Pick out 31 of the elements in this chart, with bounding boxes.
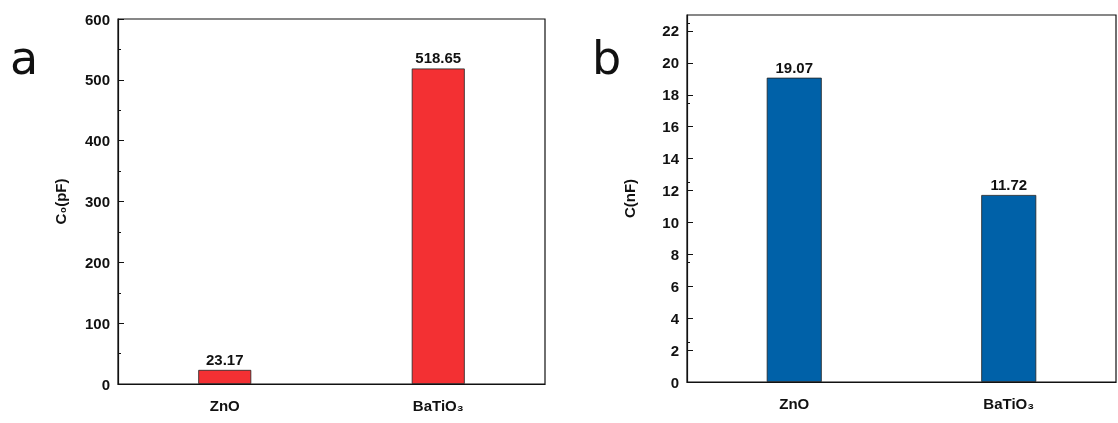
data-label: 23.17 — [205, 350, 244, 368]
y-tick-label: 2 — [670, 341, 679, 359]
y-tick-label: 22 — [662, 22, 679, 40]
y-tick-label: 0 — [670, 373, 679, 391]
y-tick-label: 4 — [670, 309, 680, 327]
data-label: 11.72 — [990, 175, 1028, 193]
y-tick-label: 400 — [84, 132, 110, 150]
y-tick-label: 16 — [662, 118, 679, 136]
y-tick-label: 20 — [662, 54, 679, 72]
y-tick-label: 10 — [662, 213, 679, 231]
y-axis-title: C(nF) — [621, 178, 638, 219]
x-tick-label: BaTiO₃ — [983, 395, 1035, 412]
y-tick-label: 18 — [662, 86, 679, 104]
x-tick-label: ZnO — [779, 395, 810, 412]
y-tick-label: 300 — [84, 193, 110, 210]
y-tick-label: 12 — [662, 182, 679, 200]
y-tick-label: 600 — [84, 10, 110, 28]
text: b — [592, 31, 622, 85]
y-tick-label: 200 — [84, 253, 110, 271]
y-tick-label: 6 — [670, 277, 679, 295]
y-tick-label: 14 — [662, 150, 680, 168]
text: a — [10, 31, 39, 85]
y-tick-label: 500 — [84, 71, 110, 89]
x-tick-label: ZnO — [209, 397, 241, 414]
y-axis-title: C₀(pF) — [52, 178, 69, 225]
x-tick-label: BaTiO₃ — [412, 397, 464, 414]
y-tick-label: 100 — [84, 314, 110, 332]
data-label: 518.65 — [415, 49, 462, 67]
data-label: 19.07 — [775, 58, 814, 76]
y-tick-label: 0 — [101, 375, 110, 393]
y-tick-label: 8 — [670, 245, 679, 263]
